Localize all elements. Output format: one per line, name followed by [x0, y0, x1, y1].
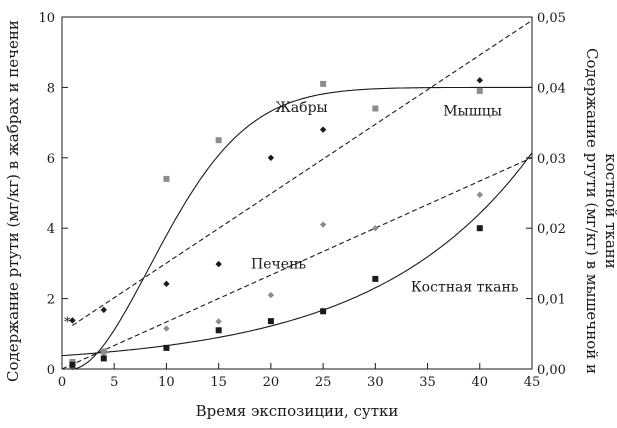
gill-fit-curve — [72, 86, 532, 370]
x-tick-label: 5 — [110, 375, 118, 390]
liver-point — [163, 325, 170, 332]
bone-point — [372, 275, 379, 282]
liver-point — [319, 221, 327, 228]
y-left-tick-label: 0 — [47, 363, 55, 378]
bone-fit-curve — [61, 152, 533, 357]
x-tick-label: 35 — [419, 375, 436, 390]
gill-point — [215, 137, 222, 144]
y-left-tick-label: 4 — [47, 222, 55, 237]
muscle-point — [267, 154, 275, 161]
x-tick-label: 40 — [472, 375, 489, 390]
y-right-tick-label: 0,03 — [537, 152, 566, 167]
y-left-tick-label: 8 — [47, 81, 55, 96]
x-tick-label: 20 — [263, 375, 280, 390]
x-tick-label: 0 — [58, 375, 66, 390]
fit-curves — [61, 19, 533, 370]
annotation-label: Печень — [251, 256, 306, 272]
x-axis-title: Время экспозиции, сутки — [196, 402, 399, 420]
asterisk-marker-icon: * — [64, 315, 71, 330]
annotation-label: Костная ткань — [411, 279, 519, 295]
muscle-point — [215, 260, 222, 268]
data-markers — [69, 77, 483, 371]
annotation-label: Мышцы — [443, 103, 502, 119]
gill-point — [320, 80, 327, 87]
bone-point — [69, 361, 76, 368]
y-right-tick-label: 0,00 — [537, 363, 566, 378]
y-left-axis-title: Содержание ртути (мг/кг) в жабрах и пече… — [4, 20, 22, 382]
y-left-tick-label: 10 — [38, 11, 55, 26]
bone-point — [320, 308, 327, 315]
annotation-label: Жабры — [275, 100, 328, 116]
x-tick-label: 15 — [210, 375, 227, 390]
gill-point — [476, 87, 483, 94]
y-left-tick-label: 6 — [47, 152, 55, 167]
muscle-point — [476, 77, 483, 84]
x-tick-label: 45 — [524, 375, 541, 390]
muscle-point — [69, 317, 76, 324]
y-right-tick-label: 0,01 — [537, 293, 566, 308]
bone-point — [163, 344, 170, 351]
liver-fit-line — [61, 156, 533, 370]
y-right-tick-label: 0,04 — [537, 81, 566, 96]
gill-point — [163, 175, 170, 182]
x-tick-label: 10 — [158, 375, 175, 390]
bone-point — [100, 355, 107, 362]
liver-point — [372, 225, 379, 232]
liver-point — [476, 191, 483, 198]
bone-point — [215, 327, 222, 334]
y-right-axis-title-line2: костной ткани — [602, 153, 617, 269]
x-tick-label: 30 — [367, 375, 384, 390]
bone-point — [476, 225, 483, 232]
liver-point — [215, 318, 222, 325]
muscle-point — [319, 126, 327, 133]
plot-frame — [61, 16, 533, 370]
liver-point — [267, 291, 275, 299]
y-left-tick-label: 2 — [47, 293, 55, 308]
bone-point — [267, 318, 274, 325]
axis-ticks: 0 5 10 15 20 25 30 35 40 45 0 2 4 6 8 10 0,00 0,01 0,02 0,0… — [38, 11, 566, 390]
y-right-axis-title-line1: Содержание ртути (мг/кг) в мышечной и — [583, 48, 601, 374]
x-tick-label: 25 — [315, 375, 332, 390]
y-right-tick-label: 0,02 — [537, 222, 566, 237]
liver-point — [100, 349, 107, 357]
muscle-fit-line — [72, 19, 533, 326]
curve-annotations: Жабры Мышцы Печень Костная ткань * — [64, 100, 519, 331]
muscle-point — [163, 280, 170, 288]
muscle-point — [100, 306, 107, 314]
gill-point — [372, 105, 379, 112]
y-right-tick-label: 0,05 — [537, 11, 566, 26]
